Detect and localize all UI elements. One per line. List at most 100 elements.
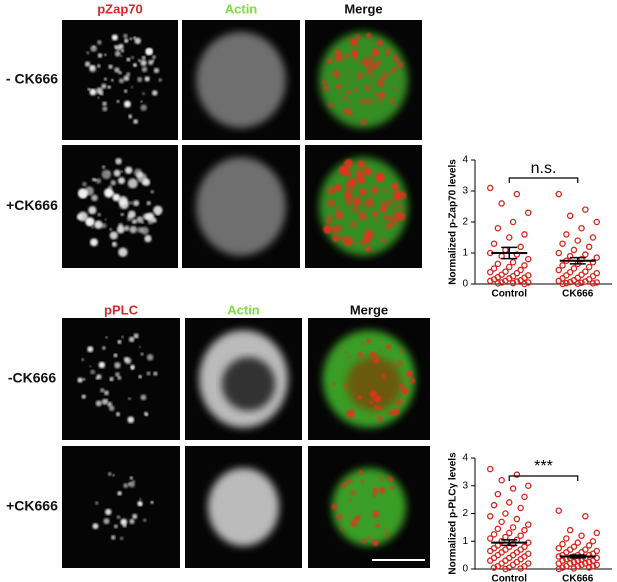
speckle bbox=[379, 349, 383, 353]
speckle bbox=[123, 483, 129, 489]
speckle bbox=[371, 75, 375, 79]
data-point bbox=[566, 526, 574, 534]
error-bar bbox=[569, 554, 586, 559]
data-point bbox=[513, 515, 521, 523]
speckle bbox=[353, 241, 357, 245]
speckle bbox=[84, 61, 91, 67]
speckle bbox=[141, 181, 146, 186]
speckle bbox=[101, 83, 107, 89]
speckle bbox=[378, 487, 386, 494]
speckle bbox=[343, 383, 348, 388]
data-point bbox=[525, 255, 532, 263]
speckle bbox=[354, 186, 357, 189]
data-point bbox=[585, 263, 593, 271]
significance-label: n.s. bbox=[531, 160, 557, 177]
speckle bbox=[87, 346, 94, 353]
speckle bbox=[136, 226, 144, 233]
speckle bbox=[117, 177, 125, 185]
cell bbox=[196, 157, 286, 256]
speckle bbox=[113, 524, 118, 529]
speckle bbox=[366, 32, 372, 39]
speckle bbox=[392, 408, 400, 416]
speckle bbox=[370, 82, 374, 85]
speckle bbox=[357, 175, 366, 184]
speckle bbox=[352, 196, 362, 206]
data-point bbox=[513, 269, 521, 277]
data-point bbox=[513, 471, 521, 478]
speckle bbox=[355, 169, 363, 178]
speckle bbox=[140, 59, 147, 67]
speckle bbox=[399, 349, 403, 354]
speckle bbox=[341, 346, 344, 350]
channel-label: pZap70 bbox=[97, 1, 143, 16]
data-point bbox=[559, 540, 566, 548]
data-point bbox=[582, 560, 589, 567]
speckle bbox=[369, 399, 374, 404]
data-point bbox=[502, 510, 509, 517]
speckle bbox=[374, 236, 378, 240]
speckle bbox=[398, 191, 407, 200]
speckle bbox=[92, 523, 99, 530]
data-point bbox=[589, 234, 597, 241]
speckle bbox=[76, 214, 83, 220]
speckle bbox=[334, 49, 341, 56]
speckle bbox=[145, 48, 153, 56]
micrograph bbox=[62, 446, 180, 568]
speckle bbox=[118, 247, 128, 257]
cell bbox=[77, 333, 158, 424]
speckle bbox=[150, 190, 154, 194]
speckle bbox=[387, 47, 391, 51]
speckle bbox=[101, 223, 107, 229]
significance-bracket bbox=[508, 177, 579, 183]
y-tick-label: 2 bbox=[462, 508, 468, 519]
data-point bbox=[589, 259, 597, 266]
speckle bbox=[393, 56, 399, 62]
data-point bbox=[570, 265, 578, 272]
data-point bbox=[566, 212, 574, 220]
speckle bbox=[347, 177, 357, 187]
speckle bbox=[373, 404, 380, 411]
speckle bbox=[139, 498, 142, 501]
cell bbox=[322, 330, 416, 428]
data-point bbox=[585, 243, 593, 251]
x-tick-label: CK666 bbox=[562, 574, 594, 582]
speckle bbox=[141, 221, 145, 224]
speckle bbox=[382, 71, 390, 79]
speckle bbox=[118, 70, 122, 75]
speckle bbox=[127, 416, 135, 424]
speckle bbox=[114, 67, 120, 73]
data-point bbox=[505, 263, 513, 271]
speckle bbox=[123, 33, 128, 39]
speckle bbox=[103, 518, 110, 525]
speckle bbox=[393, 102, 397, 107]
speckle bbox=[111, 192, 115, 196]
cell bbox=[92, 472, 154, 541]
data-point bbox=[585, 564, 593, 571]
speckle bbox=[90, 45, 97, 52]
speckle bbox=[372, 249, 375, 253]
channel-label: Actin bbox=[227, 302, 260, 317]
data-point bbox=[486, 277, 494, 285]
micrograph bbox=[185, 446, 302, 568]
data-point bbox=[505, 234, 513, 241]
data-point bbox=[574, 280, 582, 287]
speckle bbox=[90, 238, 98, 247]
speckle bbox=[392, 205, 396, 208]
speckle bbox=[82, 378, 86, 381]
speckle bbox=[97, 96, 100, 99]
speckle bbox=[335, 84, 341, 90]
speckle bbox=[343, 236, 354, 247]
speckle bbox=[369, 390, 377, 398]
speckle bbox=[146, 371, 151, 376]
speckle bbox=[352, 50, 358, 56]
speckle bbox=[104, 188, 114, 198]
data-point bbox=[486, 557, 494, 564]
speckle bbox=[381, 237, 386, 243]
speckle bbox=[108, 64, 113, 69]
speckle bbox=[137, 76, 143, 83]
speckle bbox=[371, 63, 378, 70]
speckle bbox=[335, 206, 339, 210]
speckle bbox=[140, 352, 144, 356]
speckle bbox=[381, 84, 385, 88]
speckle bbox=[375, 172, 385, 183]
